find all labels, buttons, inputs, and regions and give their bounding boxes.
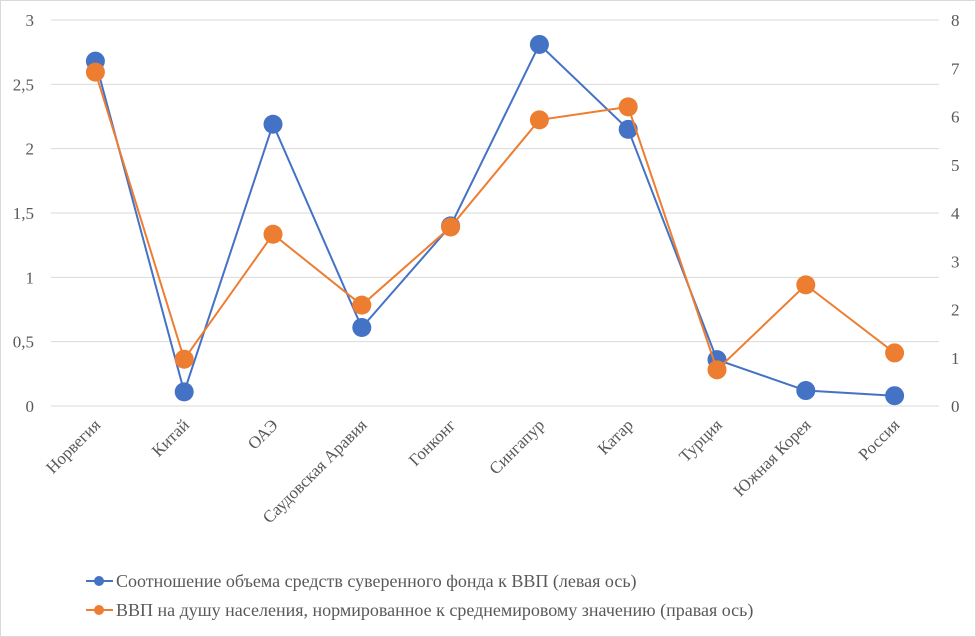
- x-tick-label: Россия: [855, 415, 904, 464]
- x-tick-label: Китай: [148, 415, 193, 460]
- right-tick-label: 1: [951, 349, 960, 368]
- gridlines: [51, 19, 939, 407]
- x-tick-label: Южная Корея: [730, 415, 815, 500]
- legend-label: Соотношение объема средств суверенного ф…: [116, 571, 637, 592]
- x-tick-label: Турция: [675, 415, 726, 466]
- left-tick-label: 0,5: [13, 333, 34, 352]
- series-line: [94, 42, 895, 397]
- data-point: [263, 224, 283, 244]
- data-point: [441, 217, 461, 237]
- x-tick-label: Гонконг: [405, 415, 459, 469]
- right-tick-label: 0: [951, 397, 960, 416]
- series: [85, 34, 905, 406]
- left-tick-label: 0: [26, 397, 35, 416]
- left-tick-label: 2: [26, 140, 35, 159]
- legend-marker: [94, 576, 104, 586]
- data-point: [707, 360, 727, 380]
- right-tick-label: 3: [951, 252, 960, 271]
- data-point: [796, 381, 816, 401]
- right-tick-label: 4: [951, 204, 960, 223]
- data-point: [529, 110, 549, 130]
- legend: Соотношение объема средств суверенного ф…: [86, 571, 753, 621]
- legend-marker: [94, 605, 104, 615]
- data-point: [796, 275, 816, 295]
- right-tick-label: 2: [951, 301, 960, 320]
- x-tick-label: ОАЭ: [244, 415, 282, 453]
- data-point: [885, 343, 905, 363]
- x-tick-label: Сингапур: [485, 415, 548, 478]
- right-tick-label: 6: [951, 108, 960, 127]
- right-tick-label: 8: [951, 11, 960, 30]
- x-tick-label: Норвегия: [42, 415, 104, 477]
- data-point: [352, 318, 372, 338]
- data-point: [174, 382, 194, 402]
- data-point: [174, 349, 194, 369]
- left-tick-label: 2,5: [13, 75, 34, 94]
- left-tick-label: 3: [26, 11, 35, 30]
- data-point: [618, 119, 638, 139]
- data-point: [352, 295, 372, 315]
- right-tick-label: 7: [951, 59, 960, 78]
- left-tick-label: 1,5: [13, 204, 34, 223]
- right-axis-ticks: 0 1 2 3 4 5 6 7 8: [951, 11, 960, 416]
- data-point: [885, 386, 905, 406]
- data-point: [85, 62, 105, 82]
- data-point: [618, 97, 638, 117]
- right-tick-label: 5: [951, 156, 960, 175]
- left-axis-ticks: 0 0,5 1 1,5 2 2,5 3: [13, 11, 34, 416]
- left-tick-label: 1: [26, 268, 35, 287]
- data-point: [263, 114, 283, 134]
- legend-label: ВВП на душу населения, нормированное к с…: [116, 600, 753, 621]
- x-tick-label: Катар: [594, 415, 637, 458]
- series-line: [94, 71, 896, 372]
- data-point: [529, 34, 549, 54]
